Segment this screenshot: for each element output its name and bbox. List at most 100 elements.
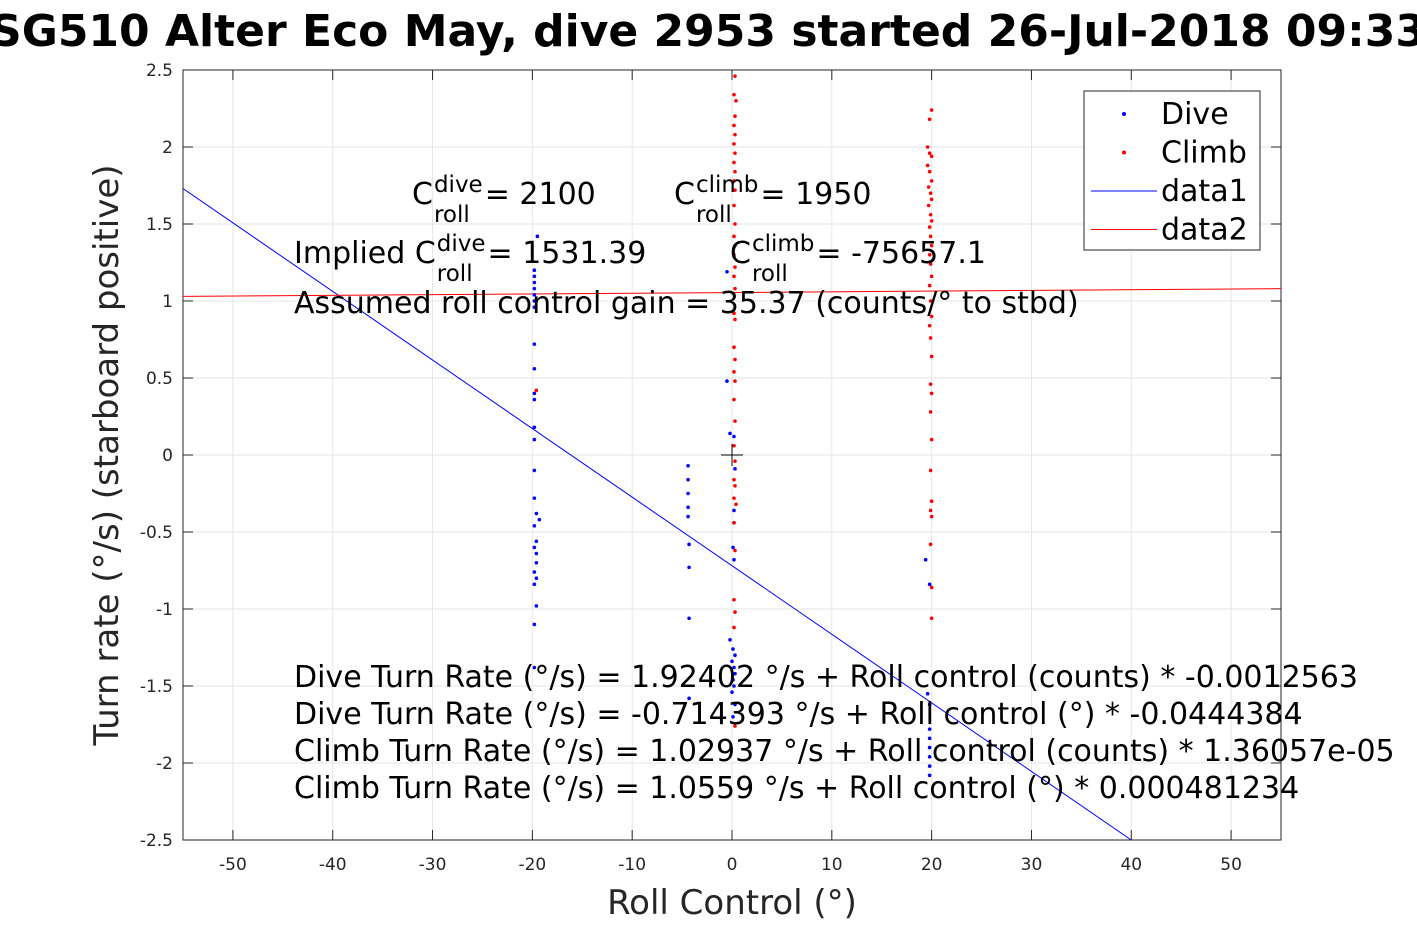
- implied-c-roll-dive-base: Implied C: [294, 236, 436, 271]
- dive-point: [532, 299, 537, 303]
- dive-point: [532, 437, 537, 442]
- climb-point: [733, 114, 737, 118]
- climb-point: [927, 283, 932, 288]
- fit-equation: Dive Turn Rate (°/s) = 1.92402 °/s + Rol…: [294, 660, 1358, 695]
- c-roll-climb-base: C: [674, 177, 695, 212]
- dive-point: [687, 616, 691, 621]
- c-roll-dive-value: = 2100: [485, 177, 596, 212]
- climb-point: [927, 117, 932, 122]
- x-tick-label: -50: [219, 855, 247, 875]
- climb-point: [732, 370, 736, 374]
- c-roll-dive-sub: roll: [434, 202, 470, 228]
- climb-point: [733, 132, 737, 137]
- dive-point: [686, 505, 690, 510]
- c-roll-climb-sup: climb: [696, 172, 758, 198]
- dive-point: [532, 665, 537, 670]
- implied-c-roll-climb-base: C: [730, 236, 751, 271]
- dive-point: [687, 542, 691, 547]
- chart-title: SG510 Alter Eco May, dive 2953 started 2…: [0, 6, 1417, 57]
- climb-point: [926, 203, 931, 208]
- legend-item-dive-label: Dive: [1161, 97, 1229, 132]
- x-axis-label: Roll Control (°): [607, 883, 857, 923]
- implied-c-roll-dive-sub: roll: [437, 261, 473, 287]
- dive-point: [532, 425, 537, 430]
- climb-point: [732, 234, 736, 239]
- climb-point: [929, 514, 934, 519]
- dive-point: [532, 622, 537, 627]
- dive-point: [733, 653, 737, 657]
- climb-point: [928, 262, 933, 266]
- legend-box: [1083, 90, 1261, 251]
- y-tick-label: -2.5: [140, 831, 173, 851]
- implied-c-roll-dive-value: = 1531.39: [488, 236, 647, 271]
- climb-point: [928, 468, 933, 473]
- climb-point: [732, 92, 736, 97]
- roll-gain-text: Assumed roll control gain = 35.37 (count…: [294, 286, 1079, 321]
- dive-point: [732, 557, 736, 562]
- dive-point: [532, 268, 537, 273]
- dive-point: [532, 391, 537, 396]
- climb-point: [927, 225, 932, 229]
- dive-point: [534, 561, 539, 565]
- climb-point: [732, 274, 736, 279]
- dive-point: [731, 678, 735, 682]
- dive-point: [532, 545, 537, 550]
- climb-point: [929, 197, 934, 202]
- c-roll-climb-value: = 1950: [760, 177, 871, 212]
- climb-point: [929, 437, 934, 442]
- dive-point: [532, 468, 537, 473]
- dive-point: [532, 397, 537, 402]
- climb-point: [929, 585, 934, 590]
- climb-point: [732, 142, 736, 146]
- dive-point: [534, 511, 539, 516]
- dive-point: [534, 576, 539, 580]
- climb-point: [927, 151, 932, 155]
- dive-point: [732, 684, 736, 688]
- dive-point: [532, 342, 537, 346]
- dive-point: [725, 269, 729, 274]
- y-tick-label: 1.5: [146, 215, 173, 235]
- climb-point: [733, 610, 737, 614]
- climb-point: [732, 443, 736, 448]
- dive-point: [535, 234, 540, 239]
- dive-point: [731, 647, 735, 651]
- dive-point: [532, 582, 537, 587]
- y-tick-label: -1.5: [140, 677, 173, 697]
- climb-point: [734, 502, 738, 507]
- climb-point: [733, 222, 737, 226]
- x-tick-label: 0: [727, 855, 738, 875]
- dive-point: [927, 745, 932, 750]
- y-tick-label: 0: [162, 446, 173, 466]
- climb-point: [925, 145, 930, 149]
- y-tick-label: 1: [162, 292, 173, 312]
- climb-point: [929, 499, 934, 504]
- climb-point: [733, 243, 737, 248]
- x-tick-label: -10: [618, 855, 646, 875]
- c-roll-climb-sub: roll: [696, 202, 732, 228]
- climb-point: [732, 123, 736, 128]
- dive-point: [534, 551, 539, 556]
- y-tick-label: 0.5: [146, 369, 173, 389]
- y-tick-label: 2.5: [146, 61, 173, 81]
- climb-point: [732, 203, 736, 208]
- dive-point: [686, 491, 690, 496]
- dive-point: [733, 702, 737, 707]
- dive-point: [732, 434, 736, 439]
- dive-point: [686, 463, 690, 468]
- climb-point: [929, 391, 934, 396]
- fit-equation: Climb Turn Rate (°/s) = 1.02937 °/s + Ro…: [294, 734, 1395, 769]
- dive-point: [686, 477, 690, 482]
- climb-point: [732, 625, 736, 630]
- climb-point: [732, 397, 736, 402]
- dive-point: [730, 659, 734, 664]
- climb-point: [928, 410, 933, 414]
- climb-point: [927, 253, 932, 257]
- fit-line-data1: [183, 188, 1132, 840]
- climb-point: [929, 179, 934, 183]
- climb-point: [732, 160, 736, 165]
- y-tick-label: 2: [162, 138, 173, 158]
- dive-point: [532, 293, 537, 297]
